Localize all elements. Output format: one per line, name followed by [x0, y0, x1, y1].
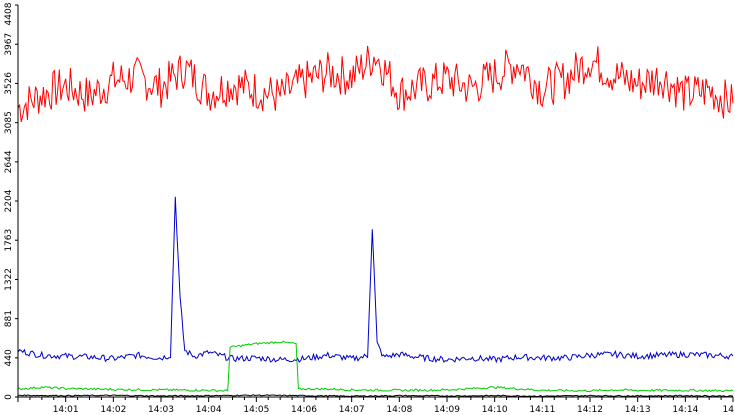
- x-tick-label: 14: [723, 405, 735, 415]
- y-tick-label: 881: [4, 310, 14, 327]
- x-tick-label: 14:09: [434, 405, 460, 415]
- y-axis-ticks: 0 440 881 1322 1763 2204 2644 3085 3526 3967 4408: [4, 2, 18, 400]
- x-tick-label: 14:05: [243, 405, 269, 415]
- series-line-1: [17, 45, 734, 123]
- y-tick-label: 4408: [4, 2, 14, 25]
- x-tick-label: 14:07: [339, 405, 365, 415]
- series-line-3: [17, 340, 734, 393]
- x-tick-label: 14:14: [672, 405, 698, 415]
- x-axis: 14:01 14:02 14:03 14:04 14:05 14:06 14:07 14:08…: [17, 5, 735, 415]
- x-tick-label: 14:08: [386, 405, 412, 415]
- y-tick-label: 3967: [4, 33, 14, 56]
- x-tick-label: 14:03: [148, 405, 174, 415]
- y-tick-label: 2644: [4, 150, 14, 173]
- series-line-2: [17, 196, 734, 364]
- x-tick-label: 14:04: [196, 405, 222, 415]
- y-tick-label: 3526: [4, 72, 14, 95]
- y-tick-label: 1763: [4, 229, 14, 252]
- series-layer: [17, 45, 734, 398]
- x-tick-label: 14:01: [53, 405, 79, 415]
- series-line-4: [18, 394, 734, 398]
- y-tick-label: 0: [4, 394, 14, 400]
- y-tick-label: 2204: [4, 189, 14, 212]
- x-tick-label: 14:12: [577, 405, 603, 415]
- x-tick-label: 14:02: [100, 405, 126, 415]
- x-tick-label: 14:10: [482, 405, 508, 415]
- x-tick-label: 14:13: [625, 405, 651, 415]
- x-tick-label: 14:11: [529, 405, 555, 415]
- y-tick-label: 440: [4, 349, 14, 366]
- y-tick-label: 3085: [4, 111, 14, 134]
- y-tick-label: 1322: [4, 268, 14, 291]
- x-tick-label: 14:06: [291, 405, 317, 415]
